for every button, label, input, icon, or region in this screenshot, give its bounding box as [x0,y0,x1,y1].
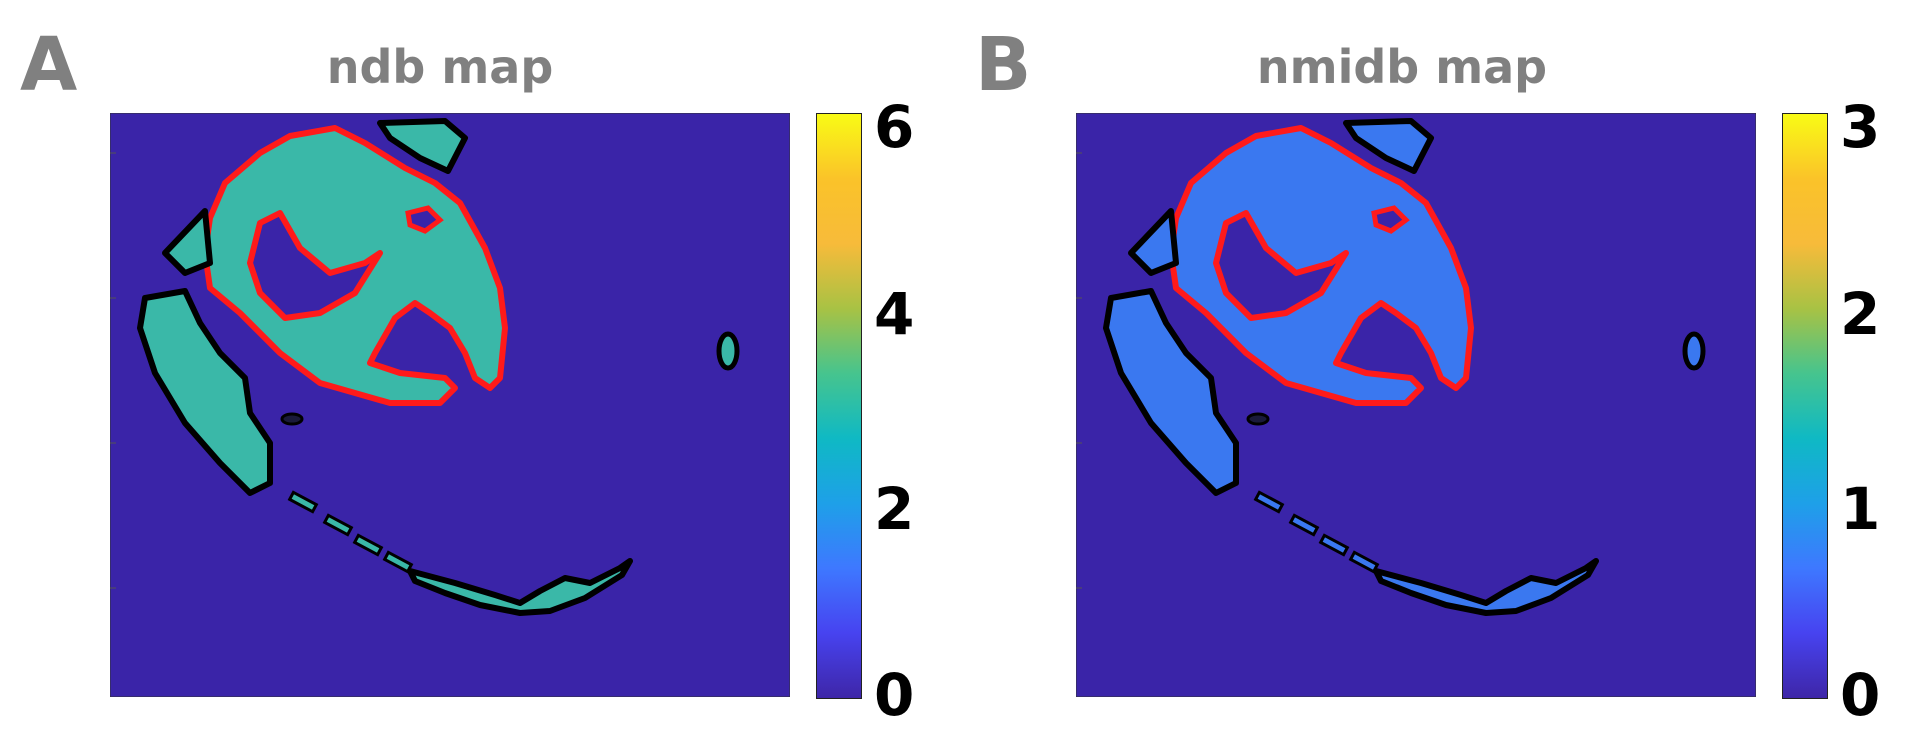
colorbar-a-tick-1: 2 [874,475,915,543]
map-a-small-dark-blob [280,412,304,426]
colorbar-b-tick-2: 2 [1840,280,1881,348]
map-title-a: ndb map [326,40,554,94]
map-b-bottom-arc-strip [1373,558,1599,616]
map-a-left-crescent [137,288,273,496]
map-b-tissue-red-region [1168,125,1474,406]
colorbar-a [816,113,862,699]
map-a-top-black-strip [377,118,468,174]
map-a-right-small-ellipse [716,331,740,371]
map-b-right-small-ellipse [1682,331,1706,371]
colorbar-a-tick-0: 0 [874,661,915,729]
colorbar-a-tick-3: 6 [874,93,915,161]
map-a-left-triangle [162,208,213,276]
colorbar-a-tick-2: 4 [874,280,915,348]
colorbar-b-tick-3: 3 [1840,93,1881,161]
map-b-arc-segment-2 [1318,533,1350,557]
map-a-bottom-arc-strip [407,558,633,616]
colorbar-b-tick-0: 0 [1840,661,1881,729]
map-a-tissue-red-region [202,125,508,406]
colorbar-b-tick-1: 1 [1840,475,1881,543]
panel-letter-a: A [20,22,78,108]
map-a-arc-segment-2 [352,533,384,557]
map-b-top-black-strip [1343,118,1434,174]
map-b-small-dark-blob [1246,412,1270,426]
map-a-arc-segment-1 [322,513,354,537]
nmidb-map-image [1076,113,1756,697]
map-b-left-crescent [1103,288,1239,496]
map-b-arc-segment-0 [1253,490,1285,514]
map-b-left-triangle [1128,208,1179,276]
map-b-arc-segment-1 [1288,513,1320,537]
panel-letter-b: B [975,22,1032,108]
map-b-inner-red-loop [1371,205,1410,234]
map-a-arc-segment-0 [287,490,319,514]
map-a-inner-red-loop [405,205,444,234]
map-title-b: nmidb map [1256,40,1548,94]
ndb-map-image [110,113,790,697]
colorbar-b [1782,113,1828,699]
